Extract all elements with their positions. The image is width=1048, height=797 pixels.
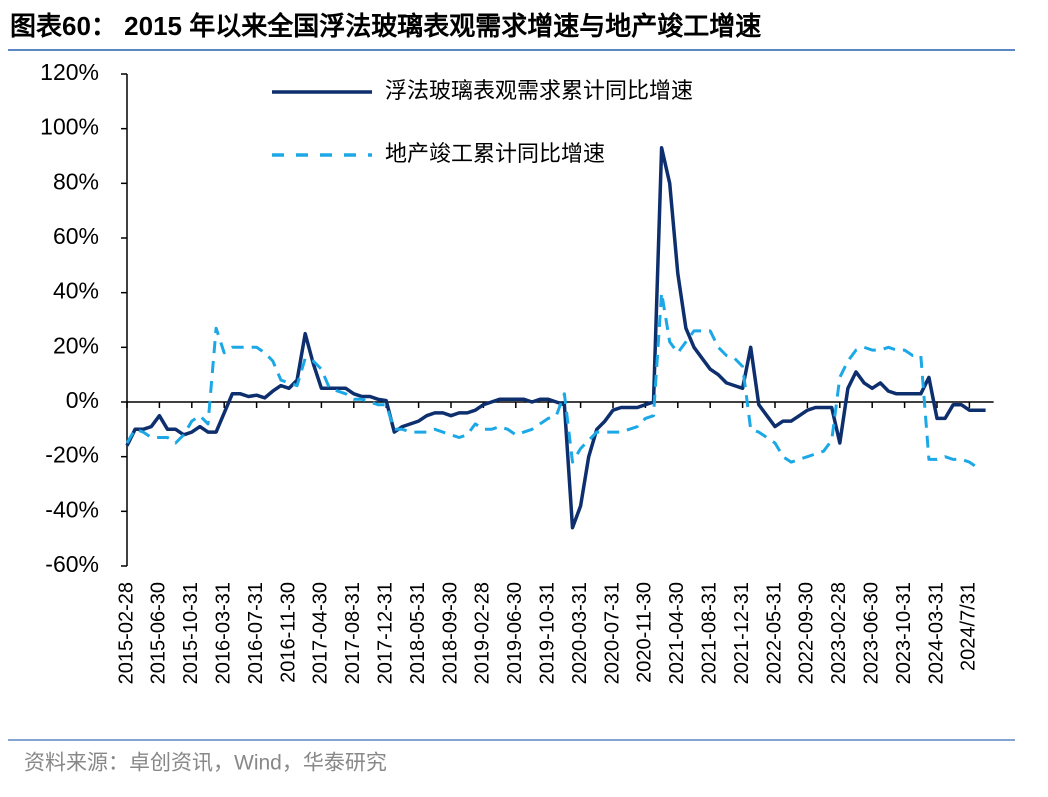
series-line [125, 146, 986, 530]
x-tick-label: 2021-08-31 [698, 582, 720, 684]
x-tick-label: 2021-04-30 [666, 582, 688, 684]
series-line [125, 291, 979, 469]
x-tick-label: 2018-05-31 [407, 582, 429, 684]
y-tick-label: 40% [53, 278, 99, 304]
x-tick-label: 2017-08-31 [342, 582, 364, 684]
x-tick-label: 2022-09-30 [796, 582, 818, 684]
x-tick-label: 2015-02-28 [115, 582, 137, 684]
legend-label: 地产竣工累计同比增速 [385, 141, 605, 166]
x-tick-label: 2015-10-31 [180, 582, 202, 684]
y-tick-label: 120% [40, 59, 99, 85]
y-tick-label: 80% [53, 168, 99, 194]
x-tick-label: 2015-06-30 [148, 582, 170, 684]
x-tick-label: 2024-03-31 [925, 582, 947, 684]
x-tick-label: 2021-12-31 [731, 582, 753, 684]
x-tick-label: 2023-10-31 [893, 582, 915, 684]
x-tick-label: 2024/7/31 [958, 582, 980, 671]
y-tick-label: 60% [53, 223, 99, 249]
x-tick-label: 2017-04-30 [310, 582, 332, 684]
x-tick-label: 2017-12-31 [374, 582, 396, 684]
y-tick-label: -40% [45, 496, 99, 522]
y-tick-label: 20% [53, 332, 99, 358]
x-tick-label: 2022-05-31 [763, 582, 785, 684]
x-tick-label: 2020-03-31 [569, 582, 591, 684]
x-tick-label: 2016-03-31 [212, 582, 234, 684]
x-tick-label: 2023-06-30 [860, 582, 882, 684]
x-tick-label: 2019-06-30 [504, 582, 526, 684]
x-tick-label: 2016-07-31 [245, 582, 267, 684]
x-tick-label: 2020-07-31 [601, 582, 623, 684]
x-tick-label: 2019-02-28 [472, 582, 494, 684]
y-tick-label: 0% [66, 387, 99, 413]
legend-label: 浮法玻璃表观需求累计同比增速 [385, 78, 693, 103]
x-tick-label: 2016-11-30 [277, 582, 299, 683]
x-tick-label: 2023-02-28 [828, 582, 850, 684]
y-tick-label: 100% [40, 114, 99, 140]
source-note: 资料来源：卓创资讯，Wind，华泰研究 [24, 752, 387, 775]
y-tick-label: -20% [45, 442, 99, 468]
x-tick-label: 2020-11-30 [634, 582, 656, 683]
chart-title: 图表60： 2015 年以来全国浮法玻璃表观需求增速与地产竣工增速 [10, 11, 761, 41]
x-tick-label: 2019-10-31 [536, 582, 558, 684]
y-tick-label: -60% [45, 551, 99, 577]
x-tick-label: 2018-09-30 [439, 582, 461, 684]
